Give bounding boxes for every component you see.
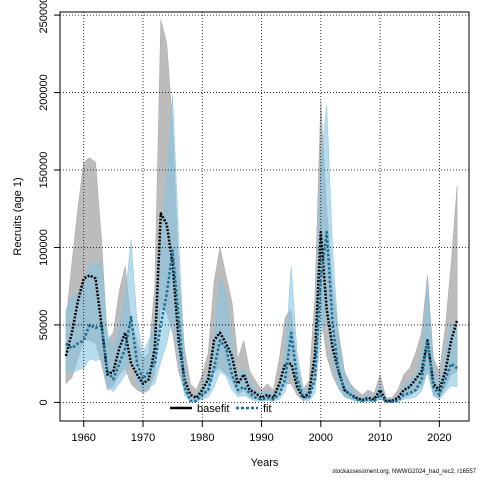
x-tick-label-2020: 2020 <box>427 432 451 444</box>
y-tick-label-50000: 50000 <box>38 310 50 341</box>
x-tick-label-1970: 1970 <box>131 432 155 444</box>
x-tick-label-2010: 2010 <box>368 432 392 444</box>
x-tick-label-1990: 1990 <box>249 432 273 444</box>
series-lines <box>64 212 459 403</box>
grid-lines <box>60 12 469 421</box>
y-tick-label-150000: 150000 <box>38 152 50 189</box>
legend-basefit-label: basefit <box>197 403 229 415</box>
x-tick-label-2000: 2000 <box>309 432 333 444</box>
legend-fit-label: fit <box>263 403 272 415</box>
footer-credit: stockassessment.org, NWWG2024_had_rec2, … <box>332 469 476 475</box>
y-tick-label-250000: 250000 <box>38 0 50 33</box>
confidence-bands <box>65 19 458 403</box>
band-fit <box>65 95 458 403</box>
axes: 1960 1970 1980 1990 2000 2010 2020 0 50000 100000… <box>38 0 452 444</box>
y-tick-label-100000: 100000 <box>38 229 50 266</box>
x-tick-label-1980: 1980 <box>190 432 214 444</box>
x-tick-label-1960: 1960 <box>71 432 95 444</box>
y-axis-label: Recruits (age 1) <box>12 177 24 255</box>
y-tick-label-200000: 200000 <box>38 74 50 111</box>
y-tick-label-0: 0 <box>38 399 50 405</box>
x-axis-label: Years <box>251 457 279 469</box>
plot-frame <box>59 11 470 422</box>
line-fit <box>65 230 458 403</box>
legend: basefit fit <box>170 403 272 415</box>
